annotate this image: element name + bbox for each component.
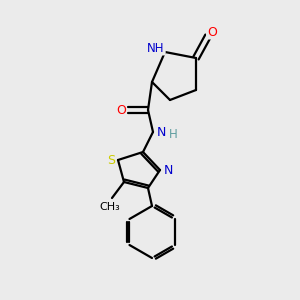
Text: O: O <box>207 26 217 38</box>
Text: CH₃: CH₃ <box>100 202 120 212</box>
Text: NH: NH <box>147 41 165 55</box>
Text: H: H <box>169 128 177 142</box>
Text: S: S <box>107 154 115 166</box>
Text: N: N <box>156 125 166 139</box>
Text: O: O <box>116 103 126 116</box>
Text: N: N <box>163 164 173 178</box>
